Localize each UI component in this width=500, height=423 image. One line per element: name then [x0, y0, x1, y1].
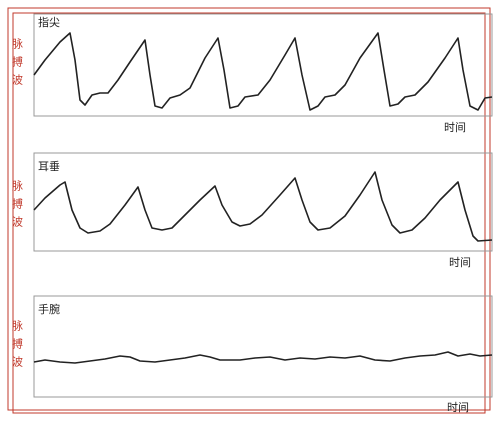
- panel: 指尖 脉搏波 时间: [11, 13, 493, 134]
- panel-box: [33, 295, 493, 398]
- y-label: 脉搏波: [11, 179, 24, 234]
- waveform: [33, 32, 493, 111]
- panel-label: 耳垂: [38, 160, 60, 173]
- panel: 耳垂 脉搏波 时间: [11, 152, 493, 269]
- frame: [7, 7, 491, 411]
- panel-label: 手腕: [38, 302, 60, 316]
- x-label: 时间: [449, 256, 471, 269]
- panel: 手腕 脉搏波 时间: [11, 295, 493, 414]
- x-label: 时间: [444, 121, 466, 134]
- y-label: 脉搏波: [11, 37, 24, 92]
- y-label: 脉搏波: [11, 319, 24, 374]
- waveform: [33, 351, 493, 364]
- waveform: [33, 171, 493, 242]
- panel-box: [33, 152, 493, 252]
- panel-label: 指尖: [38, 15, 60, 29]
- panel-box: [33, 13, 493, 117]
- frame: [12, 12, 486, 414]
- x-label: 时间: [447, 401, 469, 414]
